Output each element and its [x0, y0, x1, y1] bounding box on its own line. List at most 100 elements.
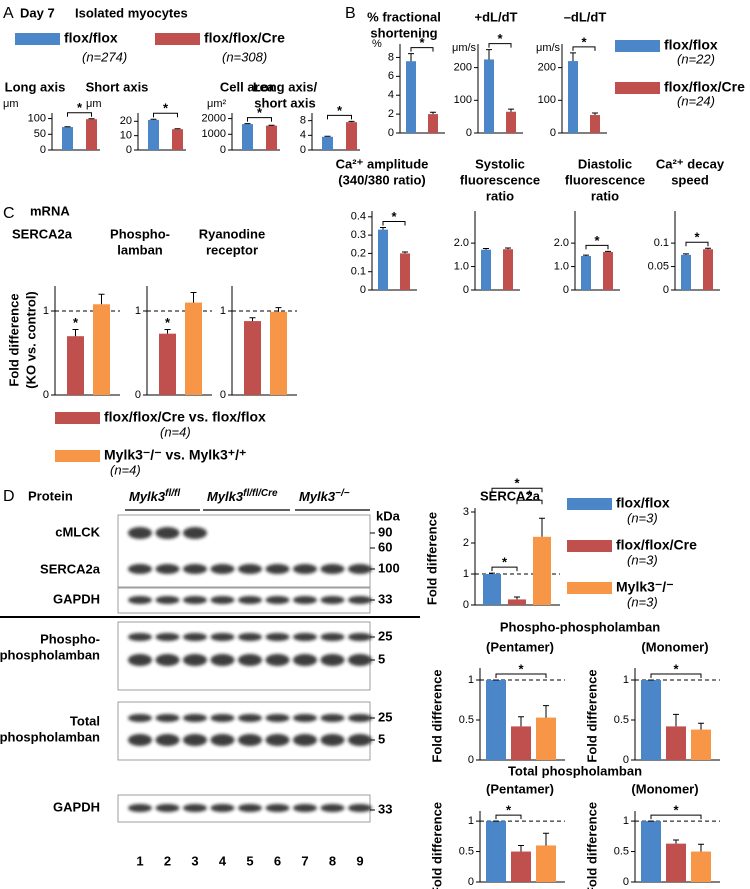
y-tick-label: 0 — [135, 389, 141, 401]
bar — [691, 729, 711, 760]
kda-label: 100 — [378, 560, 400, 575]
error-bar — [705, 247, 711, 250]
blot-band — [238, 734, 262, 746]
blot-band — [265, 714, 290, 722]
bar — [159, 333, 176, 395]
bar — [266, 125, 277, 150]
blot-group-base: Mylk3 — [299, 489, 336, 504]
blot-band — [320, 564, 345, 574]
bar — [378, 229, 388, 290]
bar — [533, 536, 551, 605]
kda-label: 33 — [378, 801, 392, 816]
y-tick-label: 8 — [388, 51, 394, 63]
blot-group-sup: fl/fl/Cre — [243, 488, 278, 499]
blot-band — [210, 734, 235, 746]
y-tick-label: 1 — [623, 815, 629, 827]
significance: * — [77, 100, 83, 115]
significance: * — [527, 488, 533, 503]
y-tick-label: 0 — [360, 284, 366, 296]
significance: * — [694, 230, 700, 245]
chart-title: (Pentamer) — [486, 639, 554, 654]
chart-title: (Monomer) — [631, 781, 698, 796]
y-tick-label: 1 — [220, 305, 226, 317]
bar — [62, 127, 73, 150]
y-tick-label: 0 — [40, 144, 46, 156]
significance: * — [502, 555, 508, 570]
significance-bracket — [572, 46, 596, 51]
blot-band — [348, 654, 372, 666]
bar — [703, 249, 713, 290]
legend-label: Mylk3⁻/⁻ — [616, 579, 674, 595]
error-bar — [275, 307, 282, 312]
error-bar — [514, 596, 520, 600]
significance: * — [163, 101, 169, 116]
chart-title: Long axis — [5, 79, 66, 94]
blot-band — [128, 734, 152, 746]
error-bar — [505, 247, 511, 250]
lane-label: 4 — [219, 853, 227, 868]
axis-unit: μm — [86, 98, 102, 110]
error-bar — [324, 135, 331, 137]
error-bar — [583, 254, 589, 257]
bar — [666, 843, 686, 882]
y-tick-label: 2000 — [202, 112, 226, 124]
y-axis-label: (KO vs. control) — [23, 291, 38, 389]
kda-label: 25 — [378, 709, 392, 724]
y-tick-label: 8 — [300, 115, 306, 127]
error-bar — [190, 292, 197, 303]
axis-unit: μm — [3, 98, 19, 110]
blot-band — [155, 596, 180, 604]
blot-group-sup: fl/fl — [165, 488, 180, 499]
bar — [691, 851, 711, 882]
blot-band — [155, 633, 180, 641]
bar — [641, 821, 661, 882]
legend-swatch — [615, 40, 660, 52]
y-tick-label: 6 — [388, 70, 394, 82]
significance: * — [518, 661, 524, 676]
significance: * — [165, 315, 171, 330]
y-tick-label: 2 — [463, 537, 469, 549]
kda-label: 60 — [378, 539, 392, 554]
blot-band — [320, 596, 345, 604]
y-tick-label: 10 — [120, 130, 132, 142]
blot-band — [320, 633, 345, 641]
y-axis-label: Fold difference — [6, 293, 21, 386]
legend-swatch — [55, 412, 100, 424]
chart-title: Short axis — [86, 79, 149, 94]
significance: * — [257, 105, 263, 120]
error-bar — [673, 839, 679, 844]
y-tick-label: 0 — [43, 389, 49, 401]
significance-bracket — [585, 244, 609, 250]
significance: * — [73, 315, 79, 330]
blot-band — [155, 714, 180, 722]
lane-label: 5 — [246, 853, 253, 868]
blot-band — [210, 804, 235, 812]
bar — [481, 249, 491, 290]
blot-band — [293, 596, 317, 604]
legend-swatch — [55, 450, 100, 462]
blot-band — [210, 633, 235, 641]
significance-bracket — [491, 566, 518, 572]
legend-swatch — [567, 582, 612, 594]
y-tick-label: 1 — [623, 674, 629, 686]
panel-title: Protein — [28, 488, 73, 503]
chart-title: SERCA2a — [480, 488, 541, 503]
blot-band — [238, 564, 262, 574]
error-bar — [150, 118, 157, 120]
legend-count: (n=24) — [677, 93, 715, 108]
blot-row-label: cMLCK — [55, 524, 100, 539]
y-tick-label: 1.0 — [554, 260, 569, 272]
error-bar — [72, 328, 79, 337]
chart-title: Cell area — [220, 79, 275, 94]
error-bar — [683, 253, 689, 255]
significance: * — [673, 661, 679, 676]
error-bar — [98, 293, 105, 305]
chart-title: Ca²⁺ decay — [656, 156, 725, 171]
error-bar — [402, 251, 408, 254]
significance: * — [506, 803, 512, 818]
y-tick-label: 4 — [300, 129, 306, 141]
blot-band — [210, 714, 235, 722]
chart-title: shortening — [370, 25, 437, 40]
error-bar — [348, 120, 355, 123]
legend-count: (n=22) — [677, 51, 715, 66]
